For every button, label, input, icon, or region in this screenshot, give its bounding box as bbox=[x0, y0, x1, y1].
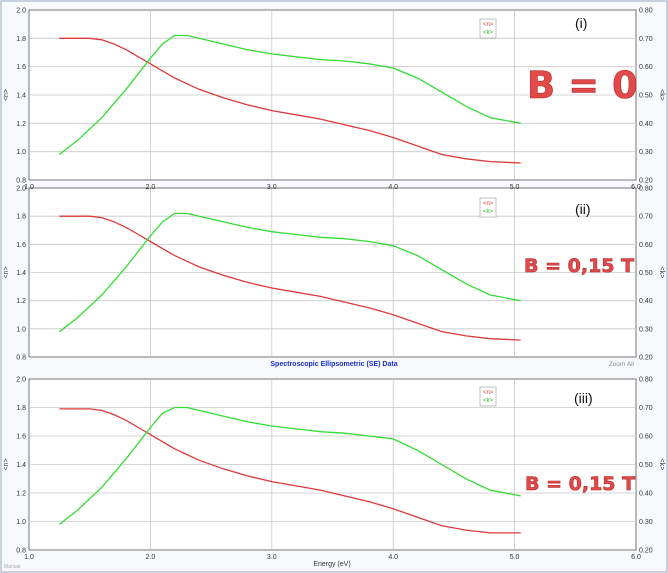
y-right-tick-label: 0.70 bbox=[639, 214, 653, 221]
y-right-tick-label: 0.20 bbox=[639, 355, 653, 362]
y-right-tick-label: 0.70 bbox=[639, 36, 653, 43]
y-right-axis-label: <k> bbox=[658, 267, 665, 279]
y-left-axis-label: <n> bbox=[3, 89, 10, 101]
y-left-tick-label: 0.8 bbox=[16, 355, 26, 362]
y-left-tick-label: 1.4 bbox=[16, 93, 26, 100]
legend-k-label: <k> bbox=[483, 30, 494, 36]
y-right-tick-label: 0.20 bbox=[639, 548, 653, 555]
x-tick-label: 4.0 bbox=[388, 554, 398, 561]
y-left-axis-label: <n> bbox=[3, 458, 10, 470]
y-left-tick-label: 1.6 bbox=[16, 242, 26, 249]
b-field-annotation-ii: B = 0,15 T bbox=[524, 255, 634, 277]
b-field-annotation-i: B = 0 bbox=[527, 64, 638, 107]
y-left-tick-label: 1.8 bbox=[16, 214, 26, 221]
series-n-line bbox=[59, 215, 521, 341]
between-title: Spectroscopic Ellipsometric (SE) Data bbox=[270, 361, 397, 368]
y-left-tick-label: 1.8 bbox=[16, 36, 26, 43]
y-right-tick-label: 0.80 bbox=[639, 377, 653, 384]
y-left-tick-label: 2.0 bbox=[16, 377, 26, 384]
y-right-tick-label: 0.50 bbox=[639, 270, 653, 277]
series-n-line bbox=[59, 37, 521, 164]
y-left-tick-label: 1.0 bbox=[16, 519, 26, 526]
x-tick-label: 4.0 bbox=[388, 184, 398, 191]
x-axis-label: Energy (eV) bbox=[313, 561, 350, 568]
panel-label-iii: (iii) bbox=[574, 390, 593, 406]
b-field-annotation-iii: B = 0,15 T bbox=[525, 473, 635, 495]
x-tick-label: 6.0 bbox=[631, 554, 641, 561]
x-tick-label: 6.0 bbox=[631, 184, 641, 191]
y-left-tick-label: 1.2 bbox=[16, 491, 26, 498]
x-tick-label: 2.0 bbox=[146, 554, 156, 561]
legend-iii: <n> <k> bbox=[479, 386, 497, 407]
y-left-tick-label: 0.8 bbox=[16, 548, 26, 555]
y-left-tick-label: 1.8 bbox=[16, 405, 26, 412]
zoom-all-button[interactable]: Zoom All bbox=[609, 361, 635, 368]
y-right-tick-label: 0.70 bbox=[639, 405, 653, 412]
x-tick-label: 3.0 bbox=[267, 184, 277, 191]
y-left-tick-label: 1.2 bbox=[16, 121, 26, 128]
y-left-tick-label: 1.0 bbox=[16, 149, 26, 156]
y-right-tick-label: 0.60 bbox=[639, 434, 653, 441]
x-tick-label: 2.0 bbox=[146, 184, 156, 191]
y-left-tick-label: 1.4 bbox=[16, 462, 26, 469]
y-left-tick-label: 1.6 bbox=[16, 64, 26, 71]
y-left-tick-label: 1.2 bbox=[16, 298, 26, 305]
y-right-axis-label: <k> bbox=[658, 89, 665, 101]
x-tick-label: 5.0 bbox=[510, 184, 520, 191]
legend-n-label: <n> bbox=[483, 22, 494, 28]
y-right-axis-label: <k> bbox=[658, 459, 665, 471]
y-left-axis-label: <n> bbox=[3, 266, 10, 278]
y-right-tick-label: 0.30 bbox=[639, 519, 653, 526]
y-left-tick-label: 1.6 bbox=[16, 434, 26, 441]
x-tick-label: 3.0 bbox=[267, 554, 277, 561]
y-right-tick-label: 0.50 bbox=[639, 93, 653, 100]
y-right-tick-label: 0.20 bbox=[639, 178, 653, 185]
legend-n-label: <n> bbox=[483, 201, 494, 207]
y-right-tick-label: 0.60 bbox=[639, 64, 653, 71]
y-right-tick-label: 0.40 bbox=[639, 298, 653, 305]
legend-i: <n> <k> bbox=[479, 18, 497, 39]
series-k-line bbox=[59, 212, 521, 333]
legend-ii: <n> <k> bbox=[479, 197, 497, 218]
y-right-tick-label: 0.30 bbox=[639, 326, 653, 333]
y-right-tick-label: 0.40 bbox=[639, 121, 653, 128]
corner-note: Manual bbox=[4, 564, 20, 570]
y-left-tick-label: 2.0 bbox=[16, 8, 26, 15]
x-tick-label: 1.0 bbox=[24, 184, 34, 191]
y-left-tick-label: 1.4 bbox=[16, 270, 26, 277]
y-right-tick-label: 0.80 bbox=[639, 8, 653, 15]
panel-label-ii: (ii) bbox=[575, 201, 591, 217]
legend-k-label: <k> bbox=[483, 398, 494, 404]
y-right-tick-label: 0.80 bbox=[639, 186, 653, 193]
legend-n-label: <n> bbox=[483, 390, 494, 396]
y-left-tick-label: 2.0 bbox=[16, 186, 26, 193]
series-n-line bbox=[59, 408, 521, 534]
y-left-tick-label: 1.0 bbox=[16, 326, 26, 333]
y-right-tick-label: 0.50 bbox=[639, 462, 653, 469]
y-right-tick-label: 0.30 bbox=[639, 149, 653, 156]
panel-label-i: (i) bbox=[575, 15, 587, 31]
x-tick-label: 5.0 bbox=[510, 554, 520, 561]
x-tick-label: 1.0 bbox=[24, 554, 34, 561]
y-left-tick-label: 0.8 bbox=[16, 178, 26, 185]
legend-k-label: <k> bbox=[483, 209, 494, 215]
y-right-tick-label: 0.60 bbox=[639, 242, 653, 249]
series-k-line bbox=[59, 34, 521, 156]
series-k-line bbox=[58, 406, 521, 525]
y-right-tick-label: 0.40 bbox=[639, 491, 653, 498]
